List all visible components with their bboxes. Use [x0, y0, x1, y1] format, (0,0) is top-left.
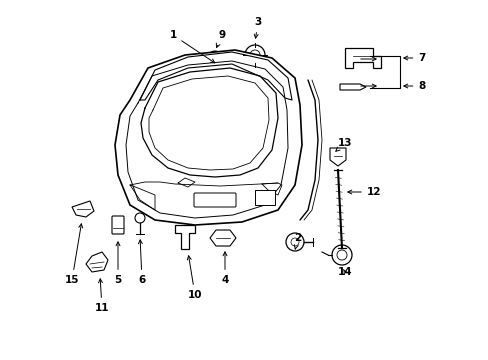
Polygon shape — [339, 84, 365, 90]
Text: 4: 4 — [221, 252, 228, 285]
Polygon shape — [345, 48, 380, 68]
Text: 6: 6 — [138, 240, 145, 285]
Polygon shape — [209, 230, 236, 246]
Polygon shape — [175, 225, 195, 249]
Text: 8: 8 — [403, 81, 425, 91]
Polygon shape — [329, 148, 346, 166]
FancyBboxPatch shape — [194, 193, 236, 207]
Text: 11: 11 — [95, 279, 109, 313]
Polygon shape — [86, 252, 108, 272]
Text: 13: 13 — [335, 138, 351, 151]
Text: 15: 15 — [64, 224, 82, 285]
Text: 1: 1 — [169, 30, 214, 63]
Text: 3: 3 — [254, 17, 261, 38]
FancyBboxPatch shape — [112, 216, 124, 234]
Text: 14: 14 — [337, 267, 351, 277]
Text: 7: 7 — [403, 53, 425, 63]
Polygon shape — [115, 50, 302, 225]
Text: 9: 9 — [216, 30, 225, 48]
Text: 10: 10 — [187, 256, 202, 300]
Text: 2: 2 — [294, 233, 301, 249]
Bar — [254, 190, 274, 205]
Text: 5: 5 — [114, 242, 122, 285]
Polygon shape — [72, 201, 94, 217]
Text: 12: 12 — [347, 187, 381, 197]
